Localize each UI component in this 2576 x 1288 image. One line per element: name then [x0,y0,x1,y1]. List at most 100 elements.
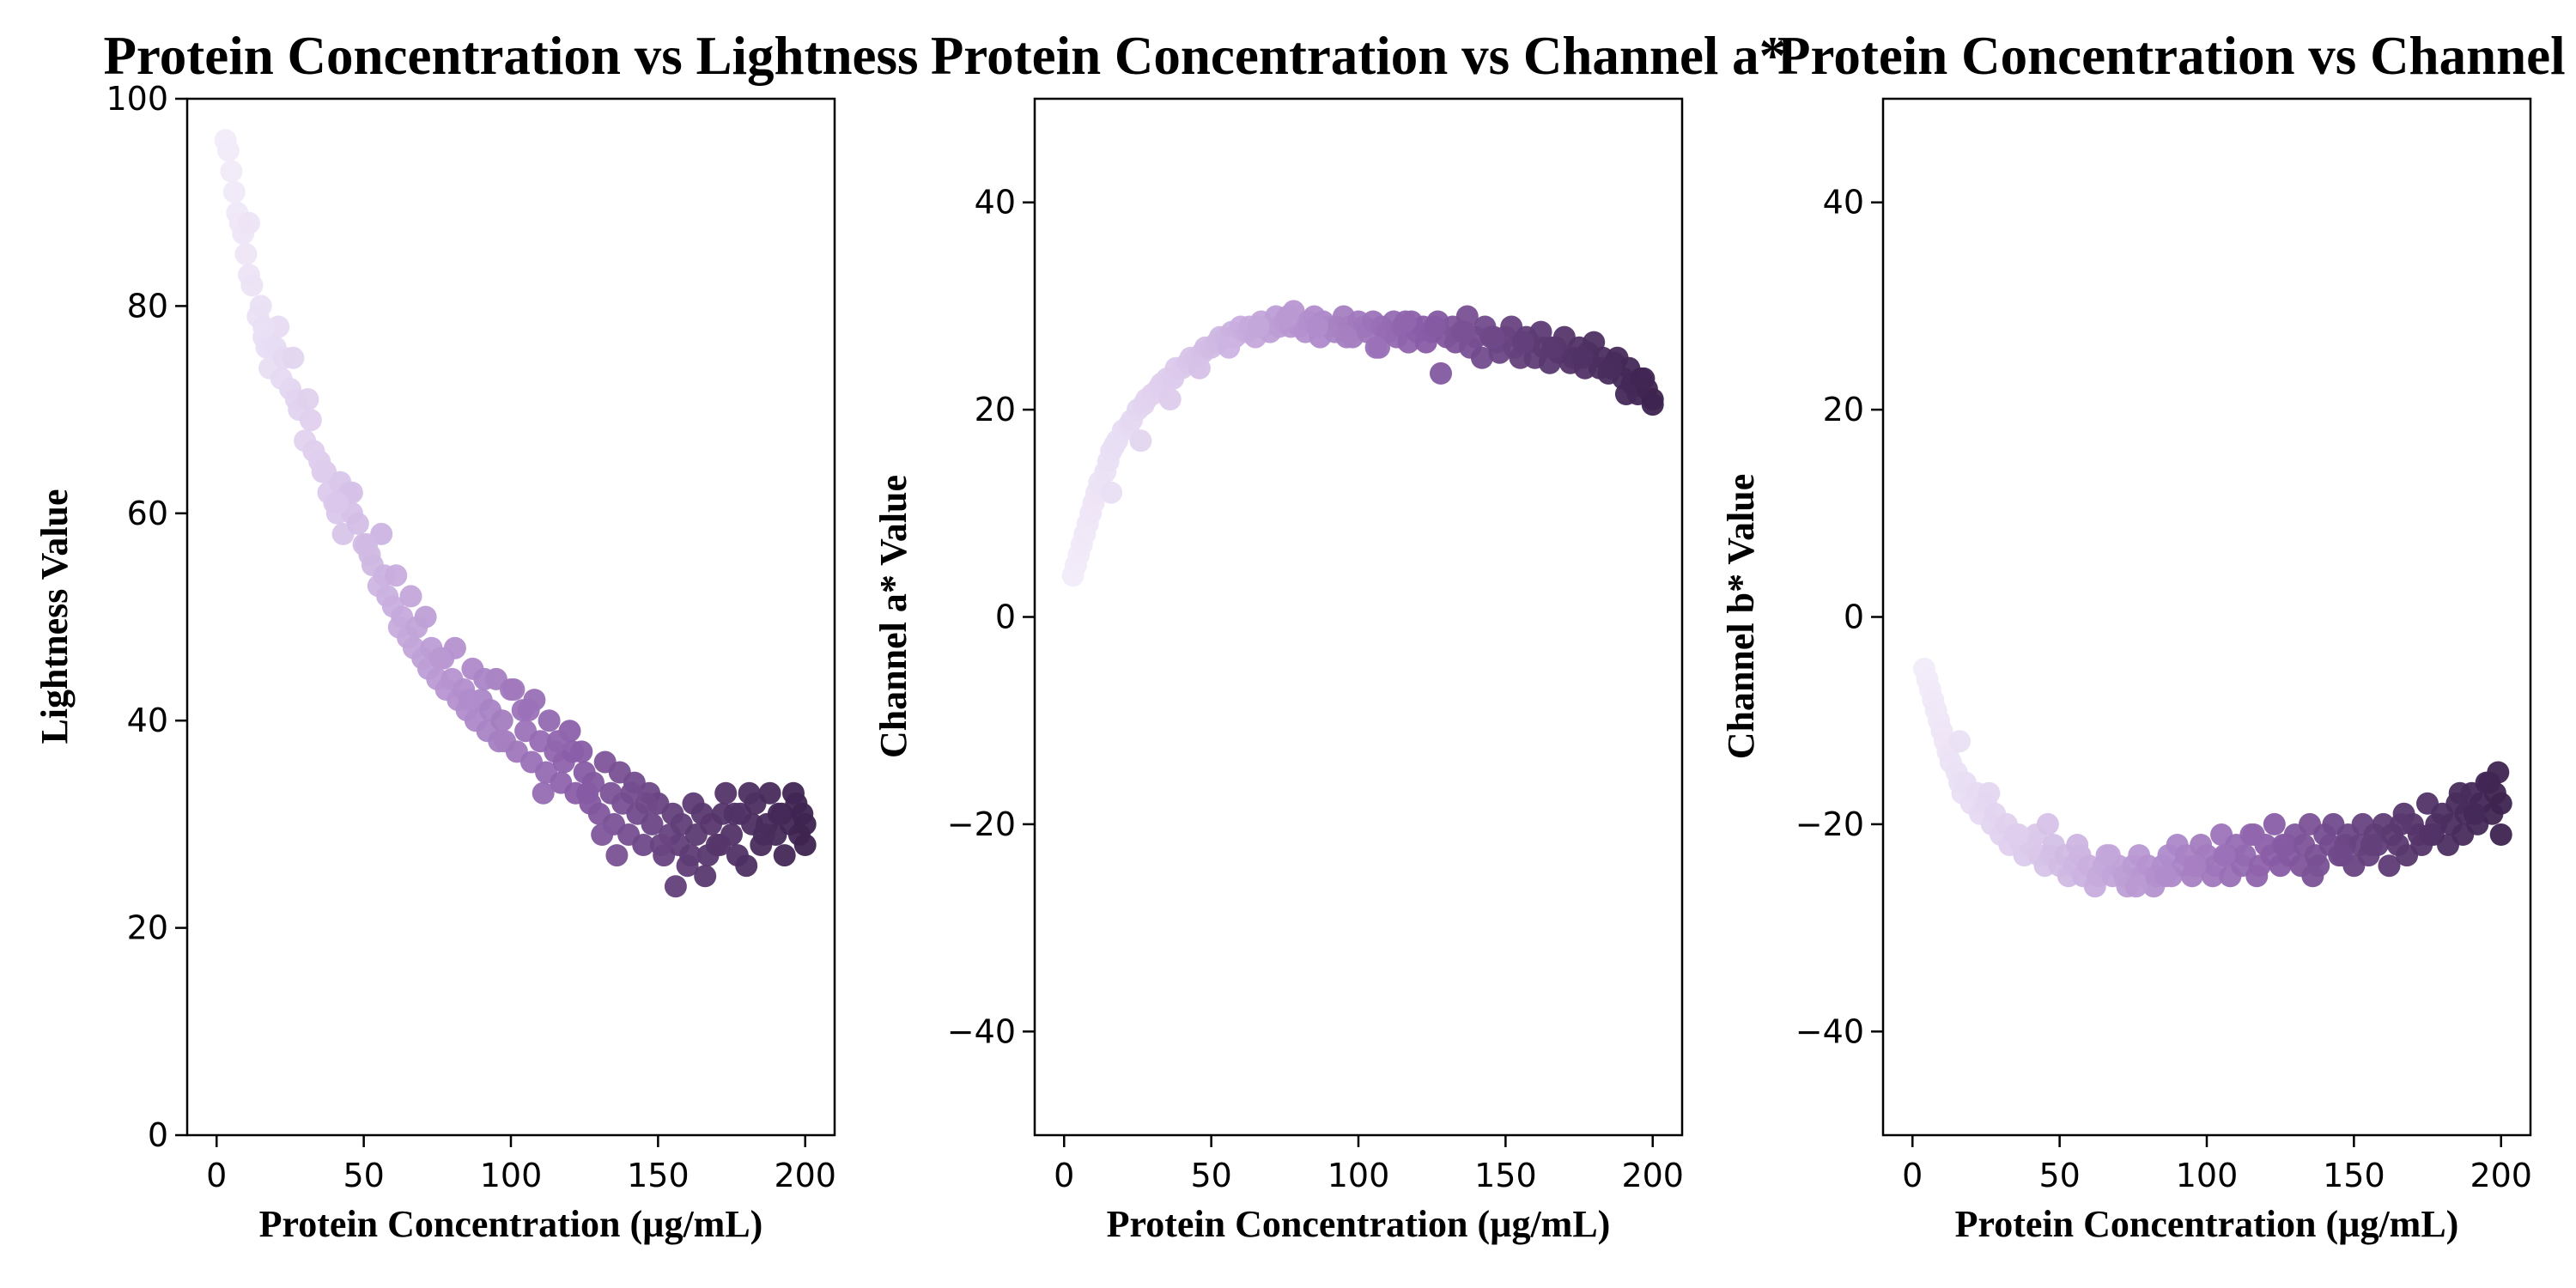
data-point [532,781,555,805]
data-point [2263,812,2286,835]
data-point [1364,336,1388,359]
y-tick-label: 0 [995,598,1016,636]
data-point [2184,854,2207,878]
data-point [2095,844,2118,867]
data-point [2007,823,2030,846]
data-point [238,211,260,234]
data-point [220,160,243,183]
y-tick-label: 80 [127,287,168,325]
data-point [1100,481,1123,504]
data-point [399,585,422,608]
x-tick-label: 200 [2470,1157,2532,1194]
y-tick-label: 40 [1823,184,1864,222]
y-tick-label: 40 [127,702,168,739]
data-point [714,781,738,805]
data-point [2419,823,2442,846]
x-tick-label: 200 [1621,1157,1684,1194]
data-point [2463,802,2486,825]
panel-channel-b: 0 50 100 150 200 −40 −20 0 20 40 Protein Concentr… [1720,26,2576,1245]
y-tick-label: −20 [947,805,1016,843]
data-point [2378,854,2401,878]
data-point [1453,320,1476,343]
x-tick-label: 150 [627,1157,690,1194]
x-axis-label: Protein Concentration (µg/mL) [259,1203,763,1245]
data-point [311,460,334,483]
y-tick-label: −20 [1795,805,1864,843]
data-point [2301,865,2324,888]
y-axis-label: Channel a* Value [872,475,914,758]
data-point [1424,315,1447,338]
data-point [2330,844,2354,867]
x-tick-label: 100 [2176,1157,2239,1194]
data-point [694,865,717,888]
data-point [299,409,322,432]
data-point [1470,346,1493,369]
x-tick-label: 150 [1474,1157,1537,1194]
data-point [1511,331,1534,354]
data-point [1430,361,1452,385]
data-point [1276,305,1299,328]
data-point [2390,812,2413,835]
x-tick-label: 50 [343,1157,384,1194]
panel-channel-a: 0 50 100 150 200 −40 −20 0 20 40 Protein Concentr… [872,26,1786,1245]
data-point [1335,325,1358,349]
data-point [2242,823,2265,846]
x-axis-label: Protein Concentration (µg/mL) [1955,1203,2459,1245]
data-point [620,781,643,805]
data-point [576,781,599,805]
data-point [217,139,240,162]
axis-ticks: 0 50 100 150 200 0 20 40 60 80 100 [106,80,836,1194]
data-point [2489,823,2512,846]
data-point [414,605,437,629]
x-tick-label: 50 [2038,1157,2080,1194]
y-tick-label: −40 [947,1012,1016,1050]
data-point [2478,771,2500,794]
data-point [2448,781,2471,805]
x-tick-label: 0 [206,1157,227,1194]
data-point [385,564,408,587]
data-point [2154,865,2177,888]
data-point [793,834,817,856]
data-point [240,274,264,297]
y-tick-label: 100 [106,80,168,118]
axis-ticks: 0 50 100 150 200 −40 −20 0 20 40 [947,184,1684,1194]
data-point [502,678,526,701]
data-point [1158,388,1182,410]
data-point [2213,844,2236,867]
y-tick-label: 0 [1844,598,1864,636]
data-point [252,315,276,338]
data-point [1129,429,1152,453]
data-point [641,812,664,835]
data-point [473,667,496,690]
data-point [738,781,761,805]
data-point [708,834,732,856]
data-point [632,834,655,856]
y-axis-label: Lightness Value [33,489,76,744]
data-point [488,730,511,753]
data-point [296,388,319,410]
data-point [1247,315,1270,338]
data-point [490,709,513,732]
panel-title: Protein Concentration vs Channel a* [931,26,1786,86]
data-point [2066,834,2089,856]
data-point [773,844,796,867]
x-tick-label: 50 [1190,1157,1231,1194]
panel-title: Protein Concentration vs Lightness [103,26,918,86]
y-tick-label: 0 [148,1116,168,1154]
y-tick-label: 20 [1823,391,1864,428]
y-tick-label: 40 [975,184,1016,222]
data-point [538,709,561,732]
y-axis-label: Channel b* Value [1720,474,1762,760]
y-tick-label: 20 [975,391,1016,428]
data-point [428,647,452,670]
data-point [664,875,687,898]
data-point [346,512,369,535]
data-point [1948,730,1971,753]
data-point [325,491,349,514]
data-point [723,802,746,825]
data-point [355,533,379,556]
data-point [649,834,672,856]
data-point [791,802,814,825]
data-point [591,823,614,846]
